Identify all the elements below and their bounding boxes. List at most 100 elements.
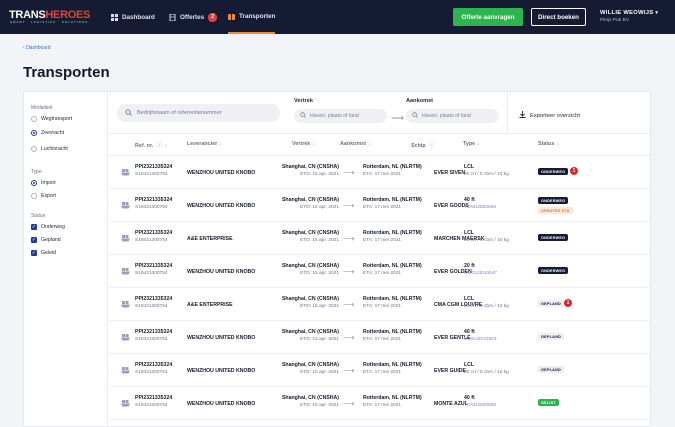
sort-icon: ↓ xyxy=(556,141,560,147)
supplier-name: A&E ENTERPRISE xyxy=(187,302,233,308)
radio-selected-icon xyxy=(31,130,37,136)
radio-icon xyxy=(31,193,37,199)
nav-transporten[interactable]: Transporten xyxy=(228,0,276,34)
filter-geleid[interactable]: ✓ Geleid xyxy=(31,250,56,256)
breadcrumb-back-link[interactable]: ‹ Dashboard xyxy=(23,45,51,51)
status-badge: GELIST xyxy=(538,399,559,406)
departure-port: Shanghai, CN (CNSHA) xyxy=(281,329,339,335)
search-input[interactable]: Bedrijfsnaam of referentienummer xyxy=(117,104,280,122)
etd-date: ETD: 15 apr. 2021 xyxy=(300,403,339,408)
search-icon xyxy=(300,112,306,120)
arrival-port: Rotterdam, NL (NLRTM) xyxy=(363,296,422,302)
load-type: 40 ft xyxy=(464,329,475,335)
container-ship-icon xyxy=(121,333,130,343)
eta-date: ETA: 17 mei 2021 xyxy=(363,304,402,309)
filter-wegtransport[interactable]: Wegtransport xyxy=(31,116,72,122)
table-row[interactable]: PPI2321335324 S19421300754 WENZHOU UNITED… xyxy=(109,321,650,354)
nav-dashboard[interactable]: Dashboard xyxy=(111,0,155,34)
vertrek-input[interactable]: Haven, plaats of land xyxy=(294,109,387,123)
column-header-leverancier[interactable]: Leverancier ↓ xyxy=(187,141,222,147)
type-title: Type xyxy=(31,169,42,175)
supplier-name: WENZHOU UNITED KNOBO xyxy=(187,170,256,176)
table-row[interactable]: PPI2321335324 S19421300754 WENZHOU UNITED… xyxy=(109,354,650,387)
user-menu[interactable]: WILLIE WEOWIJS ▾ Pleijs Pub BV xyxy=(600,10,658,23)
filter-onderweg[interactable]: ✓ Onderweg xyxy=(31,224,65,230)
eta-date: ETA: 17 mei 2021 xyxy=(363,370,402,375)
column-header-schip[interactable]: Schip ⓘ xyxy=(411,143,435,149)
arrival-port: Rotterdam, NL (NLRTM) xyxy=(363,329,422,335)
status-badge: GEPLAND xyxy=(538,333,564,340)
ship-name: EVER SIVEN xyxy=(434,170,466,176)
sort-icon: ↓ xyxy=(368,141,371,147)
nav-offertes[interactable]: Offertes 2 xyxy=(169,0,218,34)
transheroes-logo[interactable]: TRANSHEROES SMART · LOGISTICS · SOLUTION… xyxy=(9,9,91,24)
filter-luchtvracht[interactable]: Luchtvracht xyxy=(31,146,68,152)
ship-name: MARCHEN MAERSK xyxy=(434,236,485,242)
chevron-down-icon: ▾ xyxy=(655,10,659,16)
container-ship-icon xyxy=(121,168,130,178)
ship-name: EVER GOLDEN xyxy=(434,269,472,275)
offerte-aanvragen-button[interactable]: Offerte aanvragen xyxy=(453,8,523,26)
aankomst-input[interactable]: Haven, plaats of land xyxy=(406,109,499,123)
alert-count-badge[interactable]: 1 xyxy=(564,299,572,307)
offertes-count-badge: 2 xyxy=(208,12,218,22)
route-arrow-icon: ⟶ xyxy=(343,267,355,276)
aankomst-label: Aankomst xyxy=(406,98,434,104)
filter-import[interactable]: Import xyxy=(31,180,56,186)
container-number: TCNU2830555 xyxy=(464,205,496,210)
filter-export[interactable]: Export xyxy=(31,193,56,199)
table-row[interactable]: PPI2321335324 S19421300754 WENZHOU UNITED… xyxy=(109,189,650,222)
nav-transporten-label: Transporten xyxy=(239,12,276,20)
sort-icon: ↓ xyxy=(312,141,315,147)
alert-count-badge[interactable]: 1 xyxy=(570,167,578,175)
top-navigation-bar: TRANSHEROES SMART · LOGISTICS · SOLUTION… xyxy=(0,0,675,34)
table-row[interactable]: PPI2321335324 S19421300754 WENZHOU UNITED… xyxy=(109,156,650,189)
info-icon: ⓘ xyxy=(429,143,435,149)
filter-gepland[interactable]: ✓ Gepland xyxy=(31,237,61,243)
status-badge: ONDERWEG xyxy=(538,234,569,241)
exporteer-overzicht-button[interactable]: Exporteer overzicht xyxy=(519,111,580,120)
etd-date: ETD: 15 apr. 2021 xyxy=(300,172,339,177)
load-details: 20 crt / 5 cbm / 10 kg xyxy=(464,172,509,177)
departure-port: Shanghai, CN (CNSHA) xyxy=(281,263,339,269)
ref-number: PPI2321335324 xyxy=(135,263,173,269)
load-details: 20 crt / 5 cbm / 10 kg xyxy=(464,238,509,243)
table-row[interactable]: PPI2321335324 S19421300754 A&E ENTERPRISE… xyxy=(109,288,650,321)
eta-date: ETA: 17 mei 2021 xyxy=(363,403,402,408)
departure-port: Shanghai, CN (CNSHA) xyxy=(281,164,339,170)
container-ship-icon xyxy=(121,201,130,211)
column-header-vertrek[interactable]: Vertrek ↓ xyxy=(292,141,315,147)
search-icon xyxy=(412,112,418,120)
table-row[interactable]: PPI2321335324 S19421300754 WENZHOU UNITED… xyxy=(109,387,650,420)
transport-panel: Modaliteit Wegtransport Zeevracht Luchtv… xyxy=(23,91,651,427)
dashboard-icon xyxy=(111,13,118,21)
load-type: 40 ft xyxy=(464,395,475,401)
sort-icon: ↓ xyxy=(477,141,480,147)
direct-boeken-button[interactable]: Direct boeken xyxy=(531,8,586,26)
column-header-type[interactable]: Type ↓ xyxy=(463,141,480,147)
eta-date: ETA: 17 mei 2021 xyxy=(363,172,402,177)
filter-bar: Bedrijfsnaam of referentienummer Vertrek… xyxy=(109,92,650,134)
ref-number-secondary: S19421300754 xyxy=(135,370,168,375)
route-arrow-icon: ⟶ xyxy=(343,399,355,408)
table-row[interactable]: PPI2321335324 S19421300754 WENZHOU UNITED… xyxy=(109,255,650,288)
sort-icon: ↓ xyxy=(164,143,167,149)
nav-dashboard-label: Dashboard xyxy=(122,13,155,21)
column-header-ref[interactable]: Ref. nr. ⓘ ↓ xyxy=(135,143,167,149)
eta-date: ETA: 17 mei 2021 xyxy=(363,271,402,276)
etd-date: ETD: 15 apr. 2021 xyxy=(300,271,339,276)
swap-arrow-icon[interactable]: ⟶ xyxy=(391,113,404,123)
departure-port: Shanghai, CN (CNSHA) xyxy=(281,197,339,203)
load-type: LCL xyxy=(464,296,475,302)
column-header-status[interactable]: Status ↓ xyxy=(538,141,560,147)
load-details: 20 crt / 5 cbm / 10 kg xyxy=(464,304,509,309)
ref-number-secondary: S19421300754 xyxy=(135,337,168,342)
departure-port: Shanghai, CN (CNSHA) xyxy=(281,230,339,236)
table-row[interactable]: PPI2321335324 S19421300754 A&E ENTERPRISE… xyxy=(109,222,650,255)
filter-zeevracht[interactable]: Zeevracht xyxy=(31,130,64,136)
container-ship-icon xyxy=(121,399,130,409)
supplier-name: WENZHOU UNITED KNOBO xyxy=(187,335,256,341)
column-header-aankomst[interactable]: Aankomst ↓ xyxy=(340,141,371,147)
filter-sidebar: Modaliteit Wegtransport Zeevracht Luchtv… xyxy=(24,92,108,426)
supplier-name: WENZHOU UNITED KNOBO xyxy=(187,401,256,407)
